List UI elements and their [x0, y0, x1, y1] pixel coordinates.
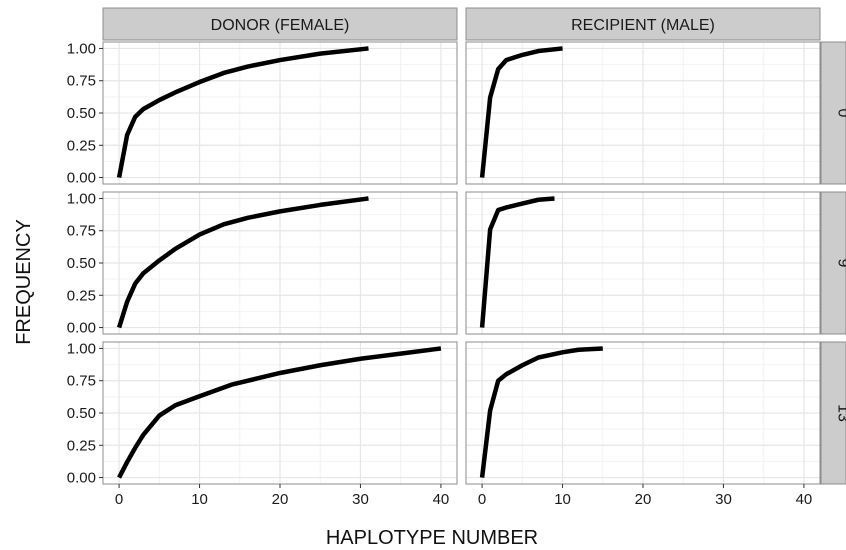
series-line — [116, 46, 369, 178]
column-strip — [465, 7, 821, 41]
row-strip-label: 13 — [835, 404, 846, 422]
x-tick-label: 40 — [796, 491, 813, 508]
y-tick-label: 1.00 — [67, 340, 96, 357]
panel-border — [465, 191, 821, 335]
x-tick-label: 40 — [433, 491, 450, 508]
x-tick-label: 10 — [554, 491, 571, 508]
series-line — [479, 346, 603, 478]
y-tick-label: 1.00 — [67, 40, 96, 57]
series-line — [479, 196, 555, 328]
y-tick-label: 0.25 — [67, 287, 96, 304]
series-line — [117, 346, 442, 479]
y-tick-label: 0.00 — [67, 170, 96, 187]
facet-panel — [102, 41, 458, 185]
y-tick-label: 0.75 — [67, 223, 96, 240]
y-tick-label: 0.75 — [67, 373, 96, 390]
x-tick-label: 20 — [635, 491, 652, 508]
panel-border — [465, 41, 821, 185]
y-tick-label: 1.00 — [67, 190, 96, 207]
y-tick-label: 0.00 — [67, 320, 96, 337]
series-line — [479, 46, 563, 178]
x-tick-label: 20 — [272, 491, 289, 508]
series-line — [116, 196, 369, 329]
y-tick-label: 0.00 — [67, 470, 96, 487]
facet-panel — [102, 341, 458, 485]
facet-panel — [465, 191, 821, 335]
row-strip-label: 0 — [835, 109, 846, 118]
y-tick-label: 0.50 — [67, 105, 96, 122]
column-strip-label: RECIPIENT (MALE) — [571, 17, 715, 34]
facet-panel — [465, 341, 821, 485]
facet-panel — [465, 41, 821, 185]
x-tick-label: 0 — [478, 491, 486, 508]
row-strip-label: 9 — [835, 259, 846, 268]
row-strip — [820, 41, 846, 185]
column-strip — [102, 7, 458, 41]
x-axis-title: HAPLOTYPE NUMBER — [326, 527, 538, 549]
y-tick-label: 0.50 — [67, 255, 96, 272]
y-tick-label: 0.75 — [67, 73, 96, 90]
y-axis-title: FREQUENCY — [13, 219, 35, 345]
y-tick-label: 0.25 — [67, 437, 96, 454]
y-tick-label: 0.25 — [67, 137, 96, 154]
y-tick-label: 0.50 — [67, 405, 96, 422]
facet-panel — [102, 191, 458, 335]
column-strip-label: DONOR (FEMALE) — [211, 17, 350, 34]
x-tick-label: 30 — [352, 491, 369, 508]
row-strip — [820, 191, 846, 335]
x-tick-label: 10 — [191, 491, 208, 508]
x-tick-label: 0 — [115, 491, 123, 508]
row-strip — [820, 341, 846, 485]
x-tick-label: 30 — [715, 491, 732, 508]
